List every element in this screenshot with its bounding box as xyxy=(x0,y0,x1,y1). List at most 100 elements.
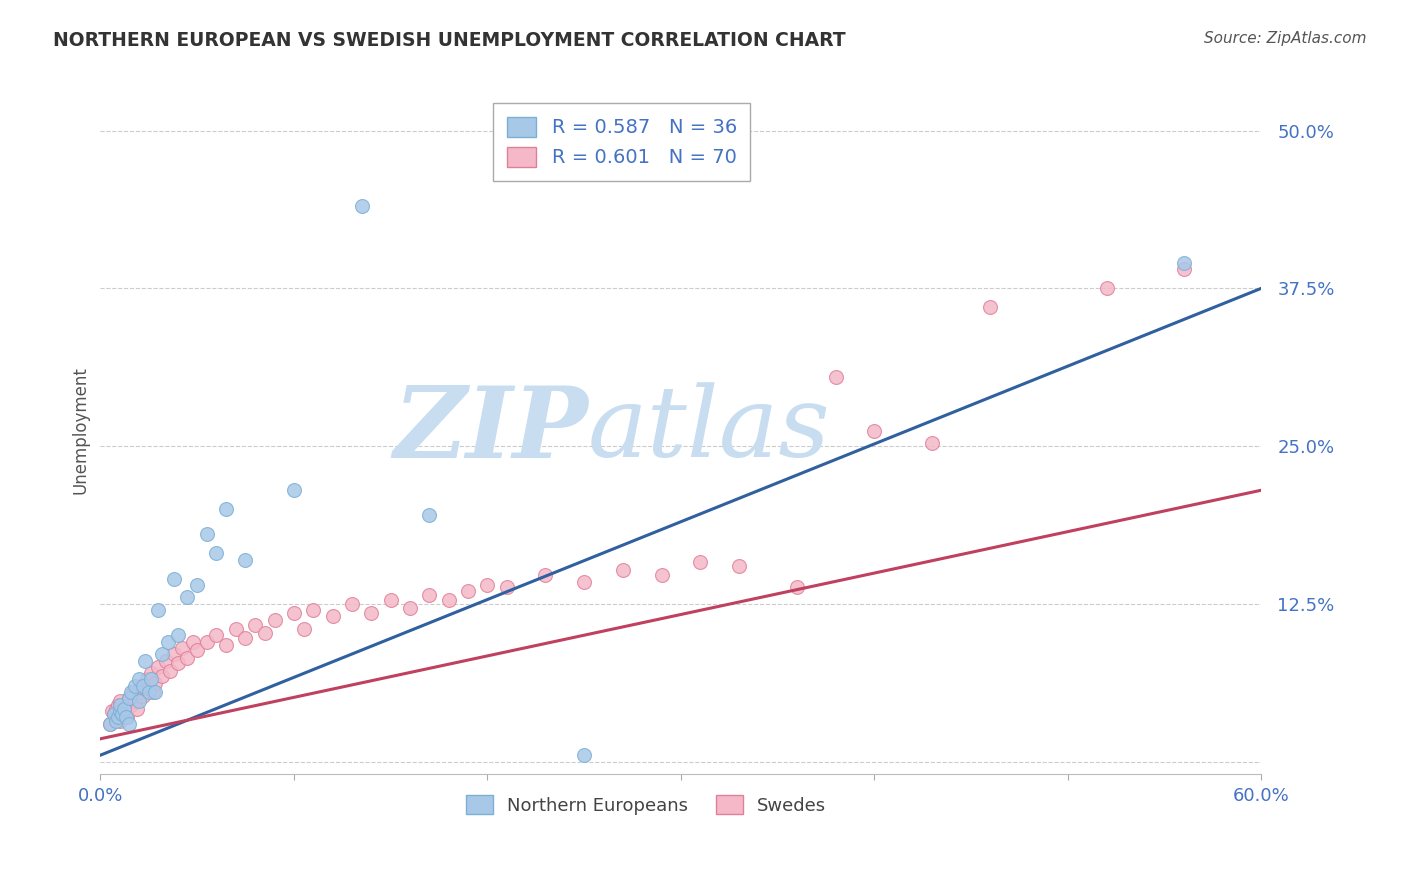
Point xyxy=(350,199,373,213)
Point xyxy=(148,603,170,617)
Point xyxy=(380,593,402,607)
Y-axis label: Unemployment: Unemployment xyxy=(72,367,89,494)
Legend: Northern Europeans, Swedes: Northern Europeans, Swedes xyxy=(457,786,835,823)
Point xyxy=(572,575,595,590)
Point xyxy=(225,622,247,636)
Point xyxy=(1095,281,1118,295)
Point xyxy=(118,716,141,731)
Point xyxy=(108,714,131,728)
Point xyxy=(612,563,634,577)
Point xyxy=(108,704,131,718)
Point xyxy=(689,555,711,569)
Point xyxy=(118,691,141,706)
Point xyxy=(322,609,344,624)
Point xyxy=(112,701,135,715)
Point xyxy=(132,689,155,703)
Point xyxy=(134,654,156,668)
Point xyxy=(114,710,136,724)
Point xyxy=(143,685,166,699)
Text: ZIP: ZIP xyxy=(394,382,588,478)
Point xyxy=(150,647,173,661)
Point xyxy=(142,685,165,699)
Point xyxy=(457,584,479,599)
Point xyxy=(340,597,363,611)
Point xyxy=(263,613,285,627)
Point xyxy=(215,639,238,653)
Point xyxy=(143,676,166,690)
Point xyxy=(418,508,440,523)
Point xyxy=(159,664,181,678)
Point xyxy=(163,647,186,661)
Point xyxy=(132,679,155,693)
Point xyxy=(98,716,121,731)
Point xyxy=(114,704,136,718)
Point xyxy=(101,704,124,718)
Point xyxy=(243,618,266,632)
Point xyxy=(163,572,186,586)
Point xyxy=(139,666,162,681)
Point xyxy=(157,634,180,648)
Point xyxy=(124,694,146,708)
Point xyxy=(134,681,156,696)
Point xyxy=(1173,262,1195,277)
Point xyxy=(979,300,1001,314)
Point xyxy=(118,691,141,706)
Point xyxy=(120,698,142,712)
Point xyxy=(253,625,276,640)
Point xyxy=(181,634,204,648)
Point xyxy=(863,424,886,438)
Point xyxy=(104,714,127,728)
Point xyxy=(138,685,160,699)
Text: Source: ZipAtlas.com: Source: ZipAtlas.com xyxy=(1204,31,1367,46)
Point xyxy=(176,591,198,605)
Point xyxy=(292,622,315,636)
Point xyxy=(120,685,142,699)
Point xyxy=(205,628,228,642)
Point xyxy=(128,685,150,699)
Point xyxy=(302,603,325,617)
Text: NORTHERN EUROPEAN VS SWEDISH UNEMPLOYMENT CORRELATION CHART: NORTHERN EUROPEAN VS SWEDISH UNEMPLOYMEN… xyxy=(53,31,846,50)
Point xyxy=(572,748,595,763)
Point xyxy=(495,580,517,594)
Point xyxy=(399,600,422,615)
Point xyxy=(124,679,146,693)
Point xyxy=(176,651,198,665)
Point xyxy=(235,552,257,566)
Point xyxy=(150,669,173,683)
Point xyxy=(117,710,139,724)
Point xyxy=(166,656,188,670)
Point xyxy=(135,673,157,687)
Point xyxy=(108,694,131,708)
Point xyxy=(170,640,193,655)
Point xyxy=(235,631,257,645)
Point xyxy=(104,701,127,715)
Point xyxy=(122,685,145,699)
Point xyxy=(186,578,208,592)
Point xyxy=(418,588,440,602)
Point xyxy=(98,716,121,731)
Point xyxy=(437,593,460,607)
Point xyxy=(205,546,228,560)
Point xyxy=(1173,256,1195,270)
Point xyxy=(166,628,188,642)
Point xyxy=(127,701,149,715)
Point xyxy=(283,606,305,620)
Point xyxy=(921,436,943,450)
Point xyxy=(651,567,673,582)
Point xyxy=(129,679,152,693)
Point xyxy=(215,502,238,516)
Point xyxy=(108,698,131,712)
Point xyxy=(195,634,218,648)
Point xyxy=(138,679,160,693)
Point xyxy=(107,698,129,712)
Point xyxy=(107,710,129,724)
Point xyxy=(824,369,846,384)
Point xyxy=(128,694,150,708)
Point xyxy=(186,643,208,657)
Point xyxy=(728,558,751,573)
Text: atlas: atlas xyxy=(588,383,831,478)
Point xyxy=(128,673,150,687)
Point xyxy=(103,706,125,721)
Point xyxy=(360,606,382,620)
Point xyxy=(111,706,134,721)
